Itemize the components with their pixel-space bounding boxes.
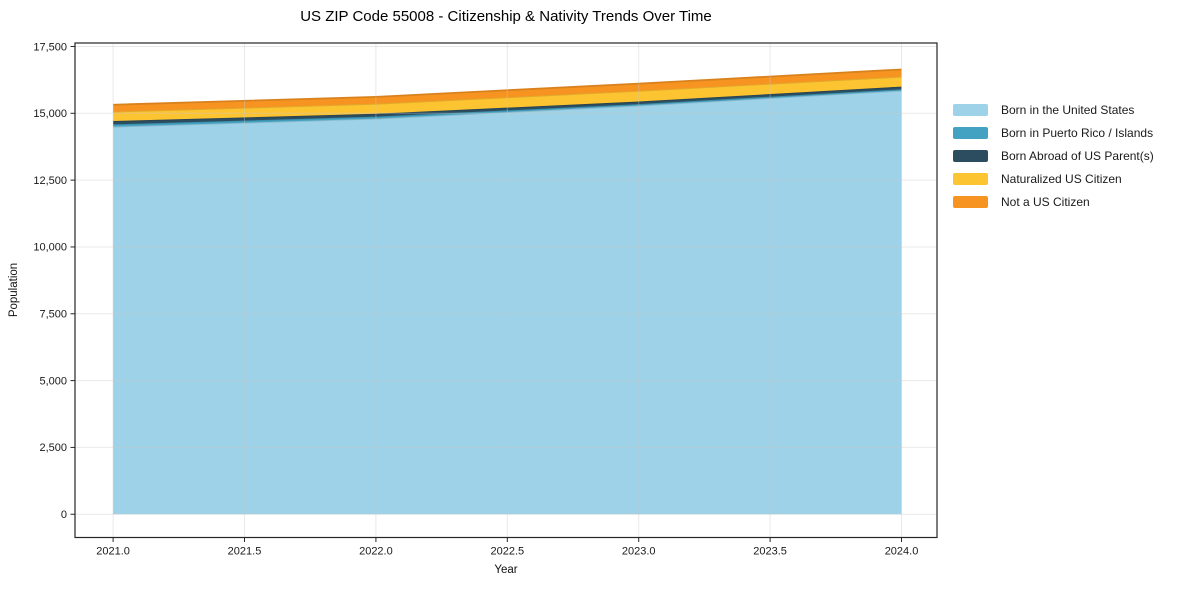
legend-item: Not a US Citizen [953,196,1154,208]
legend-item: Born in the United States [953,104,1154,116]
chart-title: US ZIP Code 55008 - Citizenship & Nativi… [300,8,712,25]
legend-label: Born in the United States [1001,103,1135,117]
area-series-0 [113,90,902,515]
x-tick-label: 2023.5 [753,546,787,558]
legend-swatch [953,196,988,208]
x-tick-label: 2021.5 [228,546,262,558]
legend-swatch [953,150,988,162]
y-tick-label: 12,500 [33,175,67,187]
y-tick-label: 2,500 [39,442,67,454]
x-tick-label: 2023.0 [622,546,656,558]
area-series-2 [113,86,902,125]
legend-swatch [953,104,988,116]
y-tick-label: 15,000 [33,108,67,120]
area-series-4-edge [113,68,902,106]
legend-label: Not a US Citizen [1001,195,1090,209]
plot-border [74,42,938,539]
legend-label: Born in Puerto Rico / Islands [1001,126,1154,140]
legend: Born in the United States Born in Puerto … [953,104,1154,208]
x-tick-label: 2022.5 [490,546,524,558]
legend-item: Born in Puerto Rico / Islands [953,127,1154,139]
legend-swatch [953,127,988,139]
y-tick-label: 10,000 [33,242,67,254]
x-tick-label: 2024.0 [885,546,919,558]
legend-label: Born Abroad of US Parent(s) [1001,149,1154,163]
y-tick-label: 0 [61,509,67,521]
legend-swatch [953,173,988,185]
x-tick-label: 2022.0 [359,546,393,558]
x-tick-label: 2021.0 [96,546,130,558]
x-axis-label: Year [494,564,518,576]
y-axis-label: Population [8,262,20,318]
y-tick-label: 5,000 [39,375,67,387]
legend-label: Naturalized US Citizen [1001,172,1122,186]
legend-item: Naturalized US Citizen [953,173,1154,185]
y-tick-label: 7,500 [39,309,67,321]
y-tick-label: 17,500 [33,41,67,53]
legend-item: Born Abroad of US Parent(s) [953,150,1154,162]
